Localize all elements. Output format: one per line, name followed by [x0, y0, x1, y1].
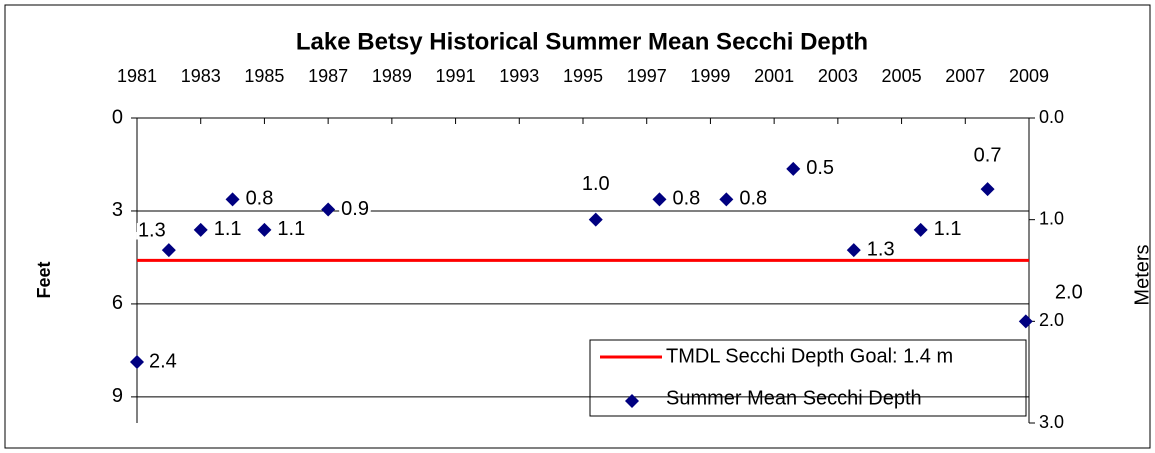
chart-title: Lake Betsy Historical Summer Mean Secchi… [296, 28, 868, 55]
legend-box [589, 339, 1027, 417]
data-label: 2.0 [1055, 282, 1083, 304]
data-label: 1.3 [138, 219, 166, 241]
data-point [257, 222, 272, 237]
data-point [225, 192, 240, 207]
x-tick-label: 1999 [690, 66, 730, 86]
data-label: 0.7 [974, 144, 1002, 166]
data-label: 0.8 [672, 188, 700, 210]
data-point [588, 212, 603, 227]
data-point [786, 161, 801, 176]
data-point [321, 202, 336, 217]
data-point [846, 243, 861, 258]
legend-swatch [625, 394, 639, 408]
data-point [980, 182, 995, 197]
chart-border [4, 4, 1151, 449]
x-tick-label: 2001 [754, 66, 794, 86]
x-tick-label: 2009 [1009, 66, 1049, 86]
data-label: 1.1 [934, 218, 962, 240]
y-tick-label: 0 [112, 106, 123, 128]
y-tick-label: 9 [112, 385, 123, 407]
y2-axis-label: Meters [1131, 244, 1153, 305]
data-label: 1.0 [582, 173, 610, 195]
x-tick-label: 1993 [499, 66, 539, 86]
legend-label: TMDL Secchi Depth Goal: 1.4 m [666, 345, 953, 367]
y2-tick-label: 1.0 [1039, 208, 1064, 228]
y2-tick-label: 2.0 [1039, 310, 1064, 330]
data-label: 0.8 [739, 188, 767, 210]
data-point [913, 222, 928, 237]
x-tick-label: 2005 [882, 66, 922, 86]
x-tick-label: 1985 [244, 66, 284, 86]
data-point [652, 192, 667, 207]
legend-label: Summer Mean Secchi Depth [666, 387, 922, 409]
data-point [161, 243, 176, 258]
data-label: 2.4 [149, 350, 177, 372]
x-tick-label: 1981 [117, 66, 157, 86]
data-label: 0.5 [806, 157, 834, 179]
data-point [719, 192, 734, 207]
y2-tick-label: 3.0 [1039, 412, 1064, 432]
data-label: 0.9 [341, 198, 369, 220]
data-point [193, 222, 208, 237]
x-tick-label: 1997 [627, 66, 667, 86]
x-tick-label: 1983 [181, 66, 221, 86]
data-point [1018, 314, 1033, 329]
data-label: 1.3 [867, 238, 895, 260]
data-label: 1.1 [214, 218, 242, 240]
x-tick-label: 1991 [436, 66, 476, 86]
x-tick-label: 2007 [945, 66, 985, 86]
y2-tick-label: 0.0 [1039, 107, 1064, 127]
x-tick-label: 1989 [372, 66, 412, 86]
data-point [130, 355, 144, 369]
y-tick-label: 6 [112, 292, 123, 314]
data-label: 0.8 [246, 188, 274, 210]
y-axis-label: Feet [34, 261, 54, 298]
x-tick-label: 1995 [563, 66, 603, 86]
data-label: 1.1 [277, 218, 305, 240]
x-tick-label: 2003 [818, 66, 858, 86]
x-tick-label: 1987 [308, 66, 348, 86]
y-tick-label: 3 [112, 199, 123, 221]
